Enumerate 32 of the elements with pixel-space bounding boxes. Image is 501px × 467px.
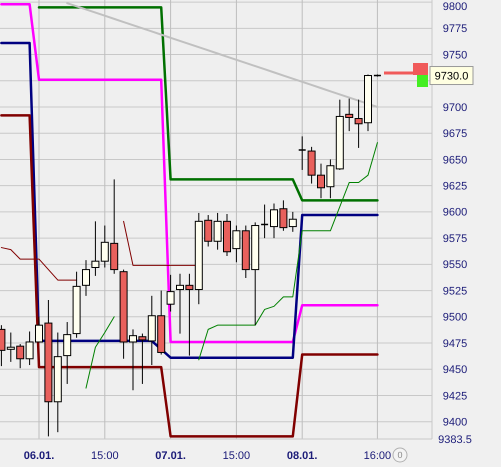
y-tick-label: 9550: [442, 259, 468, 272]
x-tick-label: 07.01.: [155, 450, 186, 462]
candlestick: [298, 136, 306, 170]
line-series: [0, 114, 379, 438]
x-tick-label: 08.01.: [286, 450, 318, 462]
y-tick-label: 9750: [442, 49, 468, 62]
y-tick-label: 9625: [442, 180, 468, 193]
y-tick-label: 9425: [442, 390, 468, 402]
x-tick-label: 15:00: [222, 450, 250, 462]
y-tick-label: 9383.5: [438, 434, 472, 446]
y-tick-label: 9600: [442, 206, 468, 219]
candlestick: [166, 274, 175, 312]
text: 9730.0: [434, 70, 468, 82]
x-tick-label: 15:00: [91, 450, 119, 462]
y-tick-label: 9400: [442, 416, 468, 429]
y-tick-label: 9475: [442, 338, 468, 350]
y-tick-label: 9525: [442, 285, 468, 298]
y-tick-label: 9675: [442, 128, 468, 140]
candlestick: [82, 260, 90, 296]
text: 0: [397, 450, 403, 460]
x-tick-label: 06.01.: [24, 450, 54, 462]
x-tick-label: 16:00: [364, 450, 392, 462]
y-tick-label: 9450: [442, 364, 468, 376]
y-tick-label: 9700: [442, 102, 468, 114]
line-series: [0, 2, 379, 344]
candlestick: [260, 204, 269, 239]
candlestick: [63, 322, 72, 384]
y-tick-label: 9500: [442, 312, 468, 324]
y-tick-label: 9650: [442, 154, 468, 166]
y-tick-label: 9575: [442, 232, 468, 245]
y-tick-label: 9775: [442, 23, 468, 36]
y-tick-label: 9800: [442, 0, 468, 13]
